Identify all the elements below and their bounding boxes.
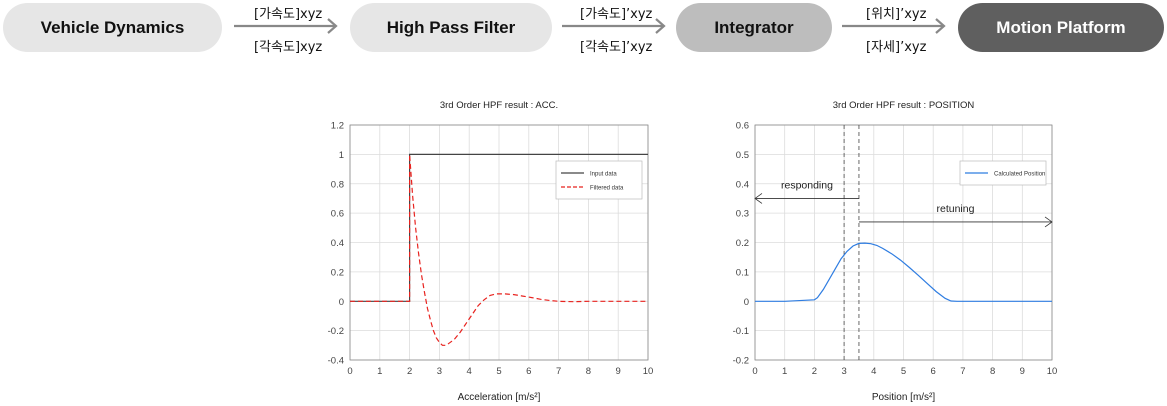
arrow-2-bottom-label: [각속도]’xyz [580, 40, 653, 55]
annotation-label: responding [781, 179, 833, 191]
acc-chart: 3rd Order HPF result : ACC.0 1 2 3 4 5 6 7 8 9 101… [328, 100, 654, 403]
series-line-input-data [350, 153, 648, 302]
x-tick-label: 3 [841, 366, 846, 377]
y-tick-label: 0 [339, 297, 344, 308]
legend-entry: Filtered data [590, 186, 624, 192]
x-tick-label: 2 [407, 366, 412, 377]
x-tick-label: 5 [901, 366, 906, 377]
x-tick-label: 5 [496, 366, 501, 377]
plot-frame [754, 124, 1053, 361]
arrow-3-top-label: [위치]’xyz [866, 7, 927, 22]
y-tick-label: 0 [744, 297, 749, 308]
x-tick-label: 8 [586, 366, 591, 377]
x-tick-label: 3 [437, 366, 442, 377]
legend-entry: Input data [590, 172, 617, 178]
x-tick-label: 10 [643, 366, 654, 377]
y-tick-label: 0.5 [736, 150, 749, 161]
chart-title: 3rd Order HPF result : ACC. [440, 100, 558, 111]
y-tick-label: 0.2 [331, 267, 344, 278]
y-tick-label: -0.4 [328, 356, 344, 367]
x-tick-label: 6 [931, 366, 936, 377]
x-tick-label: 8 [990, 366, 995, 377]
x-tick-label: 2 [812, 366, 817, 377]
x-tick-label: 9 [1020, 366, 1025, 377]
y-tick-label: 0.6 [736, 121, 749, 132]
y-tick-label: 0.1 [736, 267, 749, 278]
plot-frame [349, 124, 649, 361]
arrow-2-icon [562, 18, 666, 34]
annotation-arrowhead-icon [1044, 216, 1053, 228]
high-pass-filter-node: High Pass Filter [350, 3, 552, 52]
x-tick-label: 4 [467, 366, 472, 377]
x-tick-label: 9 [616, 366, 621, 377]
position-chart: 3rd Order HPF result : POSITION 0 1 2 3 4 5 6 7 8… [733, 100, 1058, 403]
y-tick-label: -0.2 [328, 326, 344, 337]
x-tick-label: 6 [526, 366, 531, 377]
node-label: High Pass Filter [386, 17, 516, 37]
y-tick-label: 0.4 [331, 238, 344, 249]
annotation-label: retuning [936, 203, 974, 215]
y-tick-label: 1 [339, 150, 344, 161]
x-tick-label: 7 [960, 366, 965, 377]
arrow-2-top-label: [가속도]’xyz [580, 7, 653, 22]
x-tick-label: 1 [377, 366, 382, 377]
integrator-node: Integrator [676, 3, 832, 52]
arrow-3-bottom-label: [자세]’xyz [866, 40, 927, 55]
legend-box [555, 160, 643, 200]
x-axis-label: Position [m/s²] [872, 392, 936, 403]
x-tick-label: 10 [1047, 366, 1058, 377]
node-label: Integrator [714, 17, 794, 37]
annotation-arrowhead-icon [754, 193, 763, 204]
node-label: Vehicle Dynamics [40, 17, 185, 37]
y-tick-label: 0.3 [736, 209, 749, 220]
x-tick-label: 0 [752, 366, 757, 377]
arrow-1-top-label: [가속도]xyz [254, 7, 323, 22]
x-tick-label: 4 [871, 366, 876, 377]
x-tick-label: 0 [347, 366, 352, 377]
y-tick-label: 0.6 [331, 209, 344, 220]
arrow-1-bottom-label: [각속도]xyz [254, 40, 323, 55]
y-tick-label: -0.1 [733, 326, 749, 337]
x-tick-label: 1 [782, 366, 787, 377]
y-tick-label: 0.8 [331, 179, 344, 190]
arrow-3-icon [842, 18, 946, 34]
y-tick-label: -0.2 [733, 356, 749, 367]
node-label: Motion Platform [996, 17, 1126, 37]
legend-entry: Calculated Position [994, 172, 1045, 178]
arrow-1-icon [234, 18, 338, 34]
chart-title: 3rd Order HPF result : POSITION [833, 100, 975, 111]
motion-platform-node: Motion Platform [958, 3, 1164, 52]
y-tick-label: 1.2 [331, 121, 344, 132]
y-tick-label: 0.2 [736, 238, 749, 249]
series-line-calculated-position [755, 242, 1052, 302]
y-tick-label: 0.4 [736, 179, 749, 190]
series-line-filtered-data [350, 154, 648, 346]
vehicle-dynamics-node: Vehicle Dynamics [3, 3, 222, 52]
x-axis-label: Acceleration [m/s²] [458, 392, 541, 403]
x-tick-label: 7 [556, 366, 561, 377]
